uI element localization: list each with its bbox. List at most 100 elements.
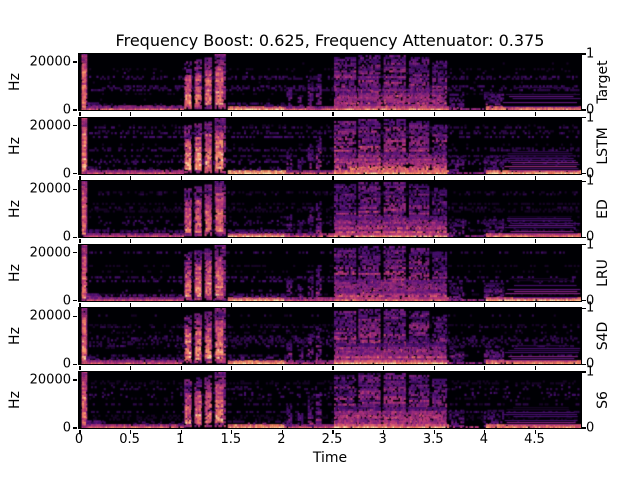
x-tick-mark [281, 239, 283, 244]
x-tick-mark [231, 366, 233, 371]
x-tick-mark [383, 302, 385, 307]
x-tick-mark [79, 366, 81, 371]
x-tick-mark [79, 175, 81, 180]
x-tick-mark [79, 239, 81, 244]
x-tick-mark [484, 112, 486, 116]
right-tick-mark [582, 244, 586, 246]
right-tick-mark [582, 371, 586, 373]
row-label-s4d: S4D [595, 322, 611, 351]
x-tick-mark [130, 430, 132, 434]
row-label-lru: LRU [595, 258, 611, 287]
x-tick-label-3: 3 [378, 432, 387, 447]
x-tick-mark [281, 175, 283, 180]
right-tick-mark [582, 300, 586, 302]
y-axis-label-hz: Hz [7, 263, 23, 282]
x-tick-mark [180, 239, 182, 244]
y-axis-label-hz: Hz [7, 200, 23, 219]
x-tick-mark [534, 239, 537, 244]
x-tick-mark [433, 112, 435, 116]
x-tick-mark [433, 430, 435, 434]
spectrogram-canvas-ed [79, 181, 581, 238]
y-tick-mark [73, 188, 77, 190]
x-tick-mark [231, 302, 233, 307]
y-axis-label-hz: Hz [7, 391, 23, 409]
x-tick-mark [180, 430, 182, 434]
x-tick-mark [383, 430, 385, 434]
x-tick-mark [484, 175, 486, 180]
right-tick-label-0: 0 [586, 229, 595, 245]
x-tick-label-1: 1 [176, 432, 185, 447]
right-tick-label-0: 0 [586, 420, 595, 436]
y-tick-mark [73, 172, 77, 175]
right-tick-mark [582, 109, 586, 111]
y-tick-mark [73, 61, 77, 63]
x-tick-mark [281, 430, 283, 434]
right-tick-mark [582, 427, 586, 429]
x-tick-mark [534, 175, 537, 180]
y-tick-mark [73, 109, 77, 111]
right-tick-label-1: 1 [586, 110, 595, 126]
x-tick-mark [281, 112, 283, 116]
spectrogram-canvas-s4d [79, 308, 581, 365]
spectrogram-canvas-lru [79, 244, 581, 301]
right-tick-mark [582, 172, 586, 175]
right-tick-label-0: 0 [586, 102, 595, 118]
spectrogram-panel-lru: 20000 0 1 0 Hz LRU [7, 238, 611, 307]
x-tick-mark [534, 302, 537, 307]
y-tick-label-20000: 20000 [29, 308, 71, 324]
y-tick-label-0: 0 [62, 102, 71, 118]
right-tick-label-1: 1 [586, 364, 595, 380]
x-tick-mark [231, 175, 233, 180]
spectrogram-panel-lstm: 20000 0 1 0 Hz LSTM [7, 111, 611, 180]
x-tick-mark [383, 175, 385, 180]
x-tick-mark [332, 112, 334, 116]
chart-title: Frequency Boost: 0.625, Frequency Attenu… [115, 31, 545, 50]
x-tick-mark [332, 366, 334, 371]
x-tick-mark [231, 112, 233, 116]
x-tick-label-4.5: 4.5 [524, 432, 545, 447]
x-tick-label-3.5: 3.5 [422, 432, 444, 447]
y-tick-label-0: 0 [62, 166, 71, 182]
x-tick-mark [433, 302, 435, 307]
y-tick-label-0: 0 [62, 420, 71, 436]
right-tick-label-1: 1 [586, 300, 595, 316]
x-tick-mark [383, 112, 385, 116]
x-tick-label-4: 4 [479, 432, 488, 447]
x-tick-mark [484, 302, 486, 307]
x-tick-mark [79, 302, 81, 307]
spectrogram-canvas-lstm [79, 117, 581, 174]
spectrogram-canvas-s6 [79, 372, 581, 428]
right-tick-label-1: 1 [586, 237, 595, 253]
right-tick-label-0: 0 [586, 356, 595, 372]
y-tick-label-0: 0 [62, 229, 71, 245]
right-tick-mark [582, 180, 586, 182]
y-tick-label-20000: 20000 [29, 181, 71, 197]
y-axis-label-hz: Hz [7, 73, 23, 91]
right-tick-mark [582, 307, 586, 309]
y-tick-label-20000: 20000 [29, 118, 71, 134]
y-tick-mark [73, 252, 77, 254]
y-tick-label-20000: 20000 [29, 245, 71, 261]
x-tick-mark [180, 366, 182, 371]
x-tick-mark [79, 112, 81, 116]
y-tick-mark [73, 236, 77, 238]
x-tick-mark [332, 239, 334, 244]
x-tick-label-1.5: 1.5 [220, 432, 242, 447]
x-tick-mark [332, 430, 334, 434]
x-tick-mark [484, 430, 486, 434]
x-tick-label-0: 0 [74, 432, 84, 447]
y-tick-label-20000: 20000 [29, 54, 71, 70]
y-axis-label-hz: Hz [7, 136, 23, 155]
spectrogram-panel-s4d: 20000 0 1 0 Hz S4D [7, 302, 611, 371]
y-tick-mark [73, 125, 77, 127]
x-tick-label-2: 2 [277, 432, 286, 447]
x-tick-mark [79, 430, 81, 434]
row-label-lstm: LSTM [595, 126, 611, 165]
spectrogram-panel-s6: 20000 0 1 0 Hz S6 [7, 366, 611, 435]
x-tick-mark [281, 366, 283, 371]
right-tick-mark [582, 236, 586, 238]
row-label-s6: S6 [595, 391, 611, 409]
x-tick-mark [180, 175, 182, 180]
right-tick-label-1: 1 [586, 173, 595, 189]
